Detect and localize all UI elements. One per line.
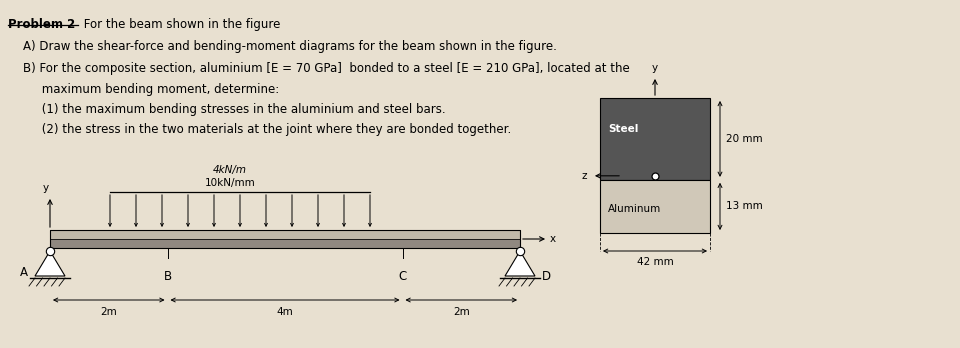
Text: For the beam shown in the figure: For the beam shown in the figure bbox=[80, 18, 280, 31]
Text: 20 mm: 20 mm bbox=[726, 134, 762, 144]
Text: y: y bbox=[43, 183, 49, 193]
Text: A) Draw the shear-force and bending-moment diagrams for the beam shown in the fi: A) Draw the shear-force and bending-mome… bbox=[23, 40, 557, 53]
Text: y: y bbox=[652, 63, 658, 73]
Text: C: C bbox=[398, 269, 407, 283]
Text: 2m: 2m bbox=[101, 307, 117, 317]
Text: D: D bbox=[542, 269, 551, 283]
Bar bbox=[50, 230, 520, 239]
Bar bbox=[50, 239, 520, 248]
Text: (1) the maximum bending stresses in the aluminium and steel bars.: (1) the maximum bending stresses in the … bbox=[23, 103, 445, 116]
Text: B) For the composite section, aluminium [E = 70 GPa]  bonded to a steel [E = 210: B) For the composite section, aluminium … bbox=[23, 62, 630, 75]
Text: Steel: Steel bbox=[608, 124, 638, 134]
Text: 2m: 2m bbox=[453, 307, 469, 317]
Text: Aluminum: Aluminum bbox=[608, 204, 661, 214]
Polygon shape bbox=[35, 251, 65, 276]
Text: 13 mm: 13 mm bbox=[726, 201, 763, 211]
Text: 10kN/mm: 10kN/mm bbox=[204, 178, 255, 188]
Text: A: A bbox=[20, 267, 28, 279]
Text: Problem 2: Problem 2 bbox=[8, 18, 75, 31]
Bar bbox=[50, 230, 520, 248]
Text: 42 mm: 42 mm bbox=[636, 257, 673, 267]
Bar bbox=[600, 180, 710, 233]
Text: 4kN/m: 4kN/m bbox=[213, 165, 247, 175]
Text: z: z bbox=[582, 171, 587, 181]
Text: 4m: 4m bbox=[276, 307, 294, 317]
Polygon shape bbox=[505, 251, 535, 276]
Text: x: x bbox=[550, 234, 556, 244]
Text: maximum bending moment, determine:: maximum bending moment, determine: bbox=[23, 83, 279, 96]
Text: B: B bbox=[163, 269, 172, 283]
Bar bbox=[600, 98, 710, 180]
Text: (2) the stress in the two materials at the joint where they are bonded together.: (2) the stress in the two materials at t… bbox=[23, 123, 512, 136]
